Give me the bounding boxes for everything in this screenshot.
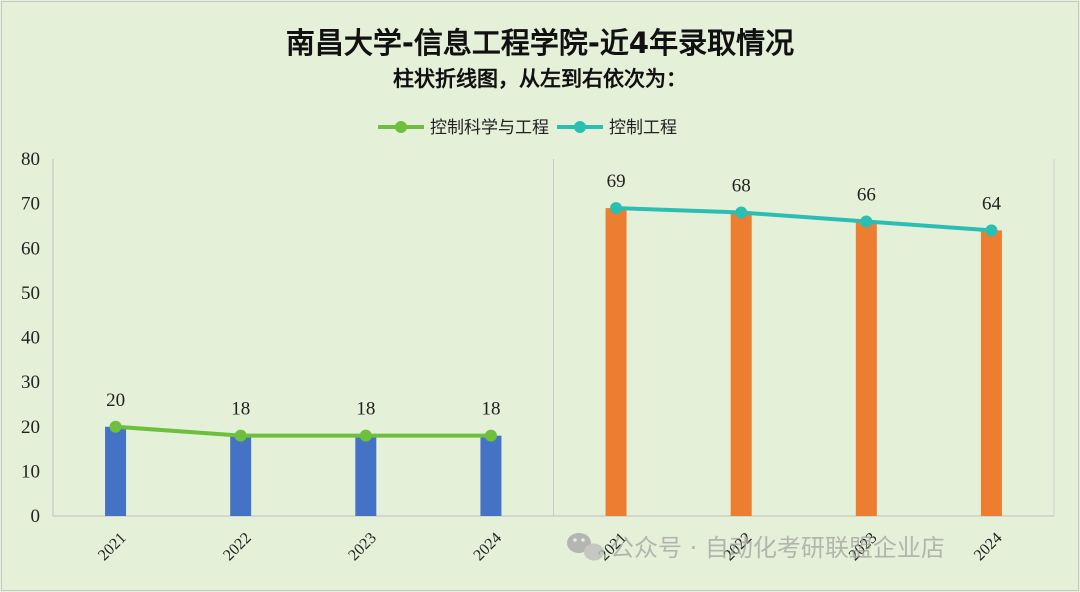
bar (480, 435, 502, 516)
watermark-text: 公众号 · 自动化考研联盟企业店 (610, 534, 945, 562)
chart-title: 南昌大学-信息工程学院-近4年录取情况 (286, 26, 794, 60)
y-tick-label: 40 (21, 328, 40, 349)
data-label: 18 (231, 399, 250, 420)
series-line (115, 424, 491, 438)
watermark: 公众号 · 自动化考研联盟企业店 (567, 533, 945, 562)
data-label: 18 (356, 399, 375, 420)
bar (855, 221, 877, 516)
data-label: 20 (106, 390, 125, 411)
y-tick-label: 0 (31, 506, 41, 527)
legend-label: 控制科学与工程 (430, 118, 549, 138)
bar (605, 208, 627, 516)
bar (730, 212, 752, 517)
y-tick-label: 10 (21, 461, 40, 482)
legend-marker (395, 121, 407, 133)
line-point (610, 202, 623, 215)
data-label: 68 (732, 176, 751, 197)
line-point (735, 206, 748, 219)
plot-area: 20 18 18 18 69 68 66 64 (105, 171, 1002, 517)
data-label: 66 (857, 184, 876, 205)
y-tick-label: 30 (21, 372, 40, 393)
line-point (359, 429, 372, 442)
data-label: 64 (982, 193, 1002, 214)
y-tick-label: 20 (21, 417, 40, 438)
legend-marker (574, 121, 586, 133)
legend: 控制科学与工程 控制工程 (378, 118, 677, 138)
chart-subtitle: 柱状折线图，从左到右依次为： (393, 67, 687, 91)
data-label: 18 (481, 399, 500, 420)
wechat-icon (567, 533, 604, 561)
y-tick-label: 80 (21, 149, 40, 170)
bar (230, 435, 252, 516)
bar (105, 426, 127, 516)
y-tick-label: 60 (21, 238, 40, 259)
line-point (109, 420, 122, 433)
line-point (484, 429, 497, 442)
series-line (615, 206, 992, 233)
bar (355, 435, 377, 516)
legend-label: 控制工程 (609, 118, 677, 138)
y-tick-label: 70 (21, 194, 40, 215)
y-tick-label: 50 (21, 283, 40, 304)
data-label: 69 (607, 171, 626, 192)
bar (980, 230, 1002, 516)
line-point (985, 224, 998, 237)
line-point (860, 215, 873, 228)
line-point (234, 429, 247, 442)
